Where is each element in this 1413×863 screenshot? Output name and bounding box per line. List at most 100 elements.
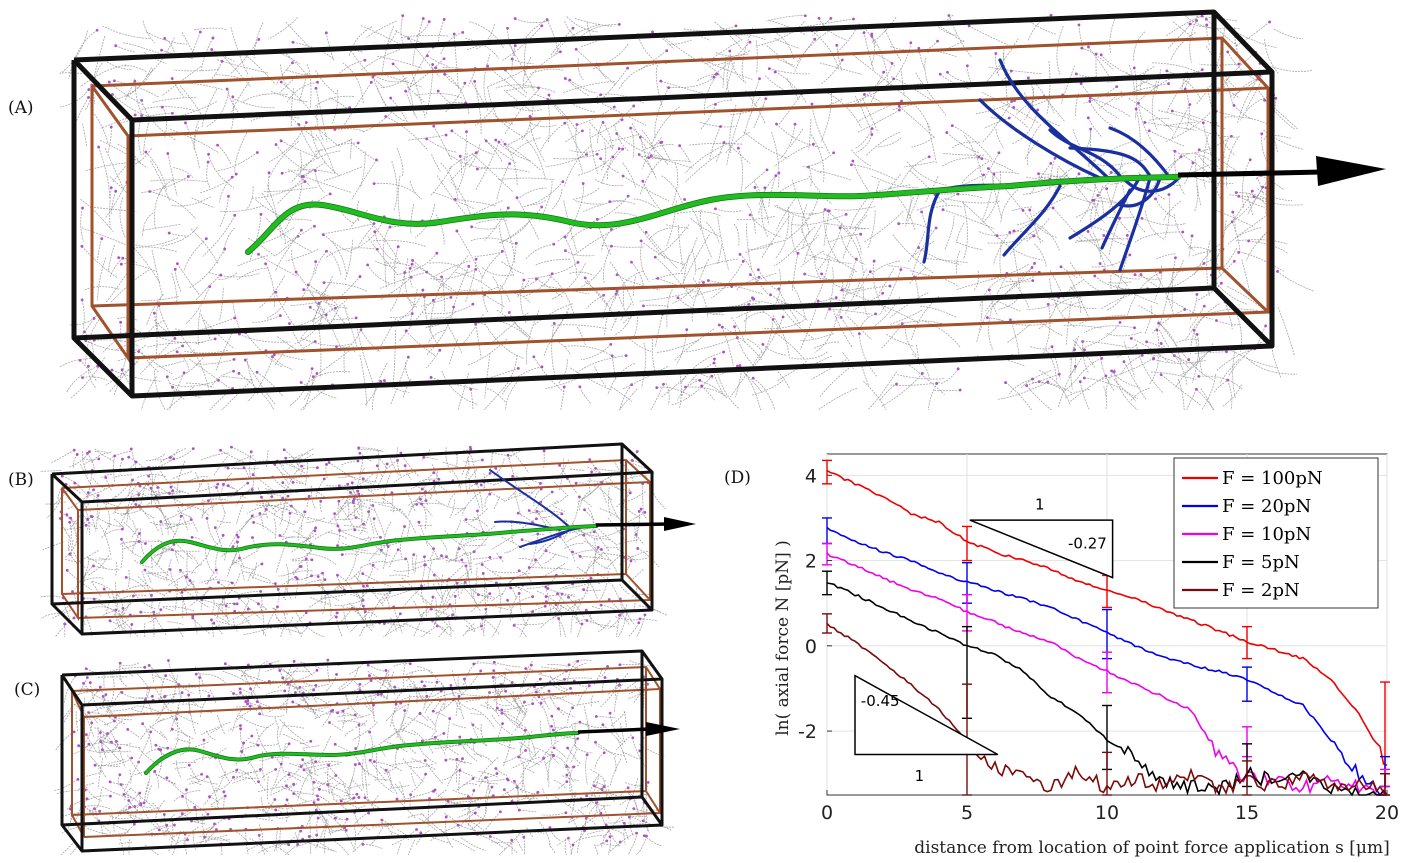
crosslink [233,609,237,613]
network-fiber [928,50,958,58]
network-fiber [385,116,429,151]
network-fiber [359,354,368,407]
network-fiber [1088,46,1114,82]
network-fiber [589,774,600,798]
network-fiber [419,713,429,722]
network-fiber [1146,341,1191,369]
network-fiber [393,471,417,483]
network-fiber [798,18,854,29]
crosslink [166,746,170,750]
network-fiber [232,550,259,565]
crosslink [662,382,665,386]
network-fiber [410,774,426,793]
crosslink [1129,336,1133,340]
crosslink [301,758,305,762]
network-fiber [274,464,289,485]
network-fiber [182,703,203,709]
network-fiber [551,715,557,744]
crosslink [294,575,298,579]
network-fiber [511,757,540,769]
network-fiber [337,142,359,146]
network-fiber [259,756,273,761]
network-fiber [1227,379,1233,410]
network-fiber [1150,371,1197,380]
network-fiber [444,530,467,548]
network-fiber [559,536,576,563]
network-fiber [405,330,436,357]
crosslink [471,302,475,306]
crosslink [369,80,373,84]
crosslink [372,182,376,185]
inner-box [61,458,653,622]
network-fiber [819,62,862,75]
crosslink [1152,356,1156,360]
crosslink [653,255,657,259]
network-fiber [195,471,201,487]
crosslink [1094,52,1098,56]
network-fiber [863,32,874,71]
crosslink [409,793,413,797]
crosslink [753,185,757,189]
network-fiber [296,761,316,765]
slope-triangle-2 [854,674,999,756]
network-fiber [163,814,177,843]
network-fiber [195,549,211,568]
network-fiber [141,570,152,598]
crosslink [223,662,227,666]
network-fiber [511,450,529,473]
network-fiber [232,770,262,782]
network-fiber [283,51,310,78]
network-fiber [600,831,609,849]
network-fiber [845,268,867,314]
network-fiber [601,229,612,252]
network-fiber [643,802,649,832]
crosslink [246,481,250,485]
crosslink [617,147,621,151]
network-fiber [1088,129,1092,169]
network-fiber [700,121,735,128]
network-fiber [1166,70,1202,100]
slope-triangle-1-run: 1 [1035,495,1045,513]
network-fiber [420,296,452,307]
network-fiber [501,537,525,550]
network-fiber [470,812,487,830]
network-fiber [175,738,191,744]
network-fiber [1199,63,1239,66]
network-fiber [464,538,487,545]
network-fiber [1216,320,1241,326]
network-fiber [367,264,391,285]
network-fiber [1200,388,1214,410]
network-fiber [109,620,127,632]
crosslink [469,387,473,391]
crosslink [298,686,302,689]
network-fiber [104,522,111,535]
network-fiber [97,238,103,261]
crosslink [415,828,418,831]
network-fiber [1057,366,1076,408]
crosslink [399,451,403,455]
network-fiber [274,236,299,257]
network-fiber [399,584,415,590]
network-fiber [855,128,873,149]
network-fiber [684,142,731,174]
network-fiber [878,383,897,402]
network-fiber [331,240,352,253]
network-fiber [68,29,98,79]
network-fiber [1241,259,1251,293]
network-fiber [587,466,605,476]
network-fiber [345,694,364,719]
crosslink [601,723,605,727]
network-fiber [102,749,131,753]
network-fiber [1226,347,1278,368]
crosslink [259,589,263,593]
network-fiber [435,613,454,632]
crosslink [558,50,562,54]
network-fiber [601,103,647,126]
network-fiber [119,838,125,855]
network-fiber [360,25,401,45]
network-fiber [140,687,148,713]
network-fiber [505,668,521,675]
network-fiber [618,388,638,410]
crosslink [69,516,73,520]
